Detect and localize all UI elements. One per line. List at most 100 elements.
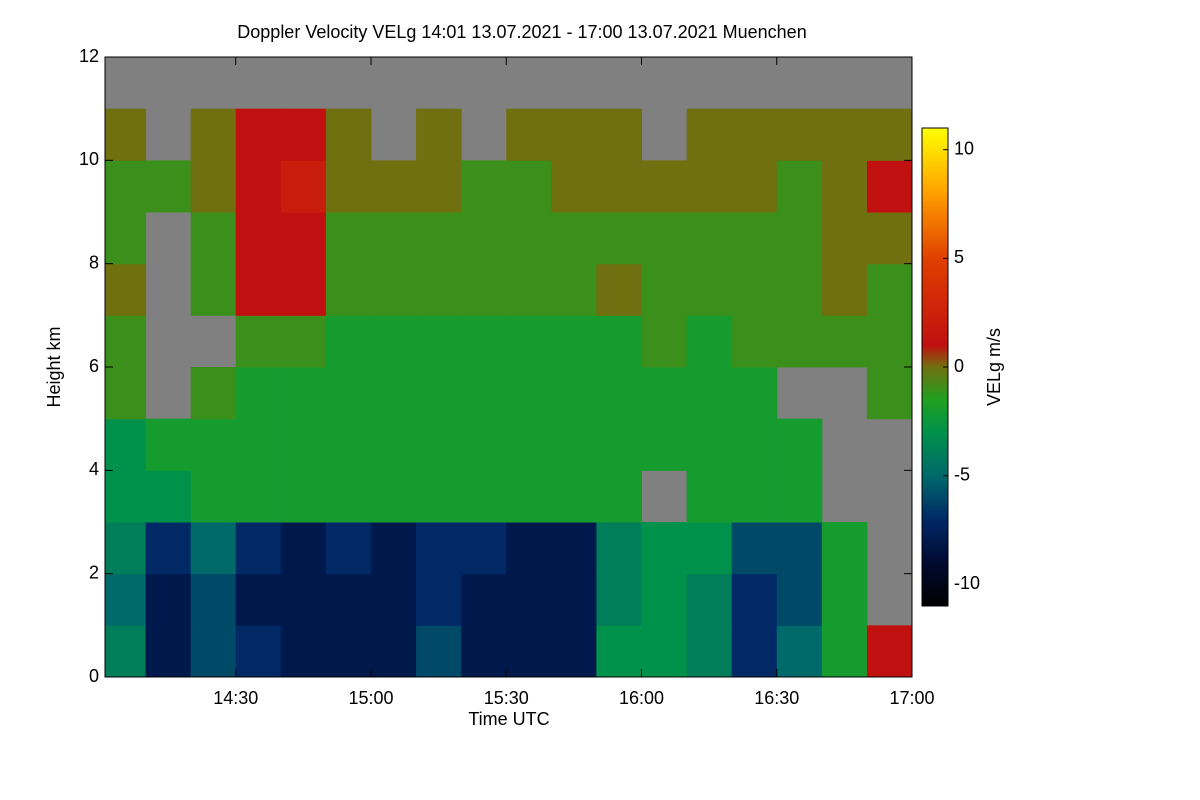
colorbar-tick-label: 5 bbox=[954, 247, 964, 267]
heatmap-cell bbox=[280, 418, 327, 471]
y-tick-label: 8 bbox=[89, 252, 99, 272]
heatmap-cell bbox=[821, 160, 868, 213]
heatmap-cell bbox=[596, 160, 642, 213]
heatmap-cell bbox=[235, 625, 282, 678]
heatmap-cell bbox=[105, 573, 147, 626]
heatmap-cell bbox=[370, 315, 417, 368]
heatmap-cell bbox=[190, 263, 237, 316]
heatmap-cell bbox=[461, 573, 507, 626]
heatmap-cell bbox=[506, 212, 552, 265]
chart-title: Doppler Velocity VELg 14:01 13.07.2021 -… bbox=[237, 22, 806, 42]
heatmap-cell bbox=[731, 573, 778, 626]
heatmap-cell bbox=[551, 367, 597, 420]
heatmap-cell bbox=[280, 315, 327, 368]
heatmap-cell bbox=[866, 367, 913, 420]
heatmap-cell bbox=[235, 315, 282, 368]
heatmap-cell bbox=[821, 108, 868, 161]
heatmap-cell bbox=[731, 367, 778, 420]
heatmap-cell bbox=[731, 212, 778, 265]
heatmap-cell bbox=[416, 367, 462, 420]
heatmap-cell bbox=[235, 263, 282, 316]
heatmap-cell bbox=[370, 367, 417, 420]
heatmap-cell bbox=[821, 263, 868, 316]
heatmap-cell bbox=[280, 367, 327, 420]
heatmap-cell bbox=[190, 573, 237, 626]
heatmap-cell bbox=[461, 625, 507, 678]
heatmap-cell bbox=[370, 573, 417, 626]
heatmap-cell bbox=[776, 418, 823, 471]
heatmap-cell bbox=[235, 418, 282, 471]
heatmap-cell bbox=[105, 212, 147, 265]
heatmap-cell bbox=[686, 470, 733, 523]
heatmap-cell bbox=[641, 263, 688, 316]
heatmap-cell bbox=[506, 573, 552, 626]
heatmap-cell bbox=[641, 625, 688, 678]
heatmap-cell bbox=[731, 625, 778, 678]
heatmap-cell bbox=[235, 212, 282, 265]
heatmap-cell bbox=[686, 573, 733, 626]
heatmap-cell bbox=[506, 367, 552, 420]
heatmap-cell bbox=[105, 367, 147, 420]
heatmap-cell bbox=[105, 263, 147, 316]
heatmap-cell bbox=[866, 625, 913, 678]
x-axis-label: Time UTC bbox=[468, 709, 549, 729]
heatmap-cell bbox=[145, 160, 192, 213]
y-tick-label: 6 bbox=[89, 356, 99, 376]
heatmap-cell bbox=[731, 315, 778, 368]
heatmap-cell bbox=[551, 625, 597, 678]
heatmap-cell bbox=[506, 470, 552, 523]
heatmap-cell bbox=[821, 522, 868, 575]
heatmap-cell bbox=[866, 160, 913, 213]
x-tick-label: 15:00 bbox=[348, 688, 393, 708]
heatmap-cell bbox=[145, 418, 192, 471]
heatmap-cell bbox=[461, 160, 507, 213]
heatmap-cell bbox=[280, 160, 327, 213]
heatmap-cell bbox=[776, 470, 823, 523]
heatmap-cell bbox=[551, 160, 597, 213]
heatmap-cell bbox=[776, 263, 823, 316]
heatmap-cell bbox=[416, 470, 462, 523]
heatmap-cell bbox=[686, 367, 733, 420]
heatmap-cell bbox=[506, 263, 552, 316]
heatmap-cell bbox=[416, 315, 462, 368]
heatmap-cell bbox=[370, 522, 417, 575]
heatmap-cell bbox=[551, 470, 597, 523]
heatmap-cell bbox=[235, 470, 282, 523]
heatmap-cell bbox=[686, 625, 733, 678]
x-tick-label: 16:00 bbox=[619, 688, 664, 708]
heatmap-cell bbox=[866, 108, 913, 161]
heatmap-cell bbox=[641, 367, 688, 420]
heatmap-cell bbox=[416, 212, 462, 265]
heatmap-cell bbox=[551, 315, 597, 368]
x-tick-label: 15:30 bbox=[484, 688, 529, 708]
heatmap-cell bbox=[370, 470, 417, 523]
heatmap-cell bbox=[686, 108, 733, 161]
y-axis-label: Height km bbox=[44, 326, 64, 407]
heatmap-cell bbox=[596, 418, 642, 471]
heatmap-cell bbox=[325, 160, 372, 213]
heatmap-cell bbox=[235, 522, 282, 575]
heatmap-cell bbox=[596, 263, 642, 316]
heatmap-cell bbox=[105, 108, 147, 161]
heatmap-cell bbox=[461, 315, 507, 368]
heatmap-cell bbox=[866, 315, 913, 368]
heatmap-cell bbox=[596, 212, 642, 265]
heatmap-cell bbox=[686, 263, 733, 316]
heatmap-cell bbox=[325, 108, 372, 161]
heatmap-cell bbox=[190, 212, 237, 265]
heatmap-cell bbox=[596, 470, 642, 523]
heatmap-cell bbox=[235, 367, 282, 420]
heatmap-cell bbox=[190, 367, 237, 420]
heatmap-cell bbox=[325, 367, 372, 420]
heatmap-cell bbox=[641, 418, 688, 471]
heatmap-cell bbox=[821, 625, 868, 678]
heatmap-cell bbox=[776, 108, 823, 161]
heatmap-cell bbox=[686, 418, 733, 471]
heatmap-cell bbox=[370, 625, 417, 678]
heatmap-cell bbox=[551, 212, 597, 265]
heatmap-cell bbox=[105, 160, 147, 213]
heatmap-cell bbox=[776, 625, 823, 678]
heatmap-cell bbox=[641, 522, 688, 575]
colorbar-tick-label: 0 bbox=[954, 356, 964, 376]
